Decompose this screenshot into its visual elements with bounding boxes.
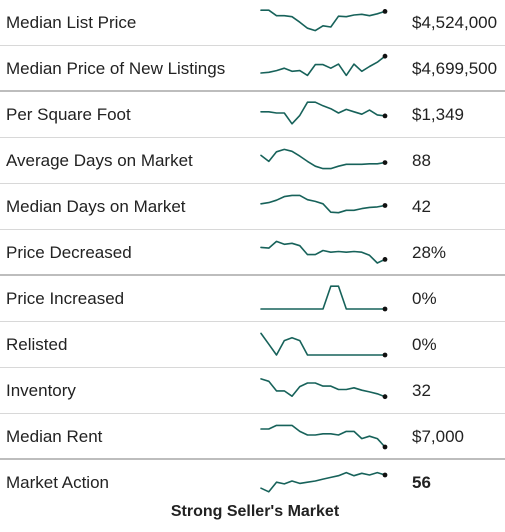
stat-label: Per Square Foot: [6, 105, 131, 124]
stat-value: 32: [412, 381, 431, 400]
trend-line: [260, 471, 386, 493]
stat-row: Relisted 0%: [0, 322, 505, 368]
market-condition-label: Strong Seller's Market: [170, 503, 340, 520]
trend-line: [260, 9, 386, 32]
trend-line: [260, 285, 386, 310]
stat-row: Median Days on Market 42: [0, 184, 505, 230]
stat-row: Price Decreased 28%: [0, 230, 505, 276]
trend-endpoint-dot: [382, 257, 388, 262]
trend-line: [260, 148, 386, 170]
stat-label: Price Decreased: [6, 243, 132, 262]
stat-value: 28%: [412, 243, 447, 262]
stat-value: 42: [412, 197, 431, 216]
stat-value: $4,699,500: [412, 59, 498, 78]
trend-endpoint-dot: [382, 352, 388, 358]
trend-line: [260, 424, 386, 448]
stat-label: Median Rent: [6, 427, 103, 446]
trend-sparkline: [260, 285, 388, 312]
trend-sparkline: [260, 471, 388, 493]
stat-label: Median Price of New Listings: [6, 59, 226, 78]
trend-endpoint-dot: [382, 160, 388, 165]
market-stats-table: Median List Price $4,524,000 Median Price …: [0, 0, 505, 506]
stat-row: Median Price of New Listings $4,699,500: [0, 46, 505, 92]
trend-endpoint-dot: [382, 306, 388, 312]
trend-endpoint-dot: [382, 53, 388, 59]
stat-row: Inventory 32: [0, 368, 505, 414]
trend-sparkline: [260, 53, 388, 77]
stat-value: 0%: [412, 289, 437, 308]
trend-line: [260, 240, 386, 264]
trend-line: [260, 194, 386, 214]
trend-line: [260, 378, 386, 398]
trend-sparkline: [260, 240, 388, 264]
trend-sparkline: [260, 148, 388, 170]
stat-label: Market Action: [6, 473, 109, 492]
trend-sparkline: [260, 9, 388, 32]
trend-line: [260, 332, 386, 356]
stat-label: Inventory: [6, 381, 76, 400]
stat-value: $7,000: [412, 427, 464, 446]
stat-row: Market Action 56: [0, 460, 505, 506]
stat-row: Median Rent $7,000: [0, 414, 505, 460]
stat-value: 88: [412, 151, 431, 170]
stat-row: Median List Price $4,524,000: [0, 0, 505, 46]
trend-line: [260, 55, 386, 77]
stat-label: Relisted: [6, 335, 68, 354]
stat-label: Median List Price: [6, 13, 137, 32]
trend-endpoint-dot: [382, 203, 388, 208]
trend-endpoint-dot: [382, 394, 388, 400]
trend-sparkline: [260, 194, 388, 214]
stat-value: 56: [412, 473, 431, 492]
trend-endpoint-dot: [382, 9, 388, 14]
trend-sparkline: [260, 424, 388, 450]
trend-line: [260, 101, 386, 125]
trend-sparkline: [260, 332, 388, 358]
stat-row: Per Square Foot $1,349: [0, 92, 505, 138]
stat-row: Average Days on Market 88: [0, 138, 505, 184]
stat-value: $1,349: [412, 105, 464, 124]
stat-label: Price Increased: [6, 289, 125, 308]
stat-row: Price Increased 0%: [0, 276, 505, 322]
trend-endpoint-dot: [382, 113, 388, 119]
stat-value: 0%: [412, 335, 437, 354]
trend-endpoint-dot: [382, 444, 388, 450]
trend-endpoint-dot: [382, 472, 388, 478]
trend-sparkline: [260, 101, 388, 125]
stat-label: Average Days on Market: [6, 151, 193, 170]
stat-label: Median Days on Market: [6, 197, 186, 216]
trend-sparkline: [260, 378, 388, 400]
stat-value: $4,524,000: [412, 13, 498, 32]
